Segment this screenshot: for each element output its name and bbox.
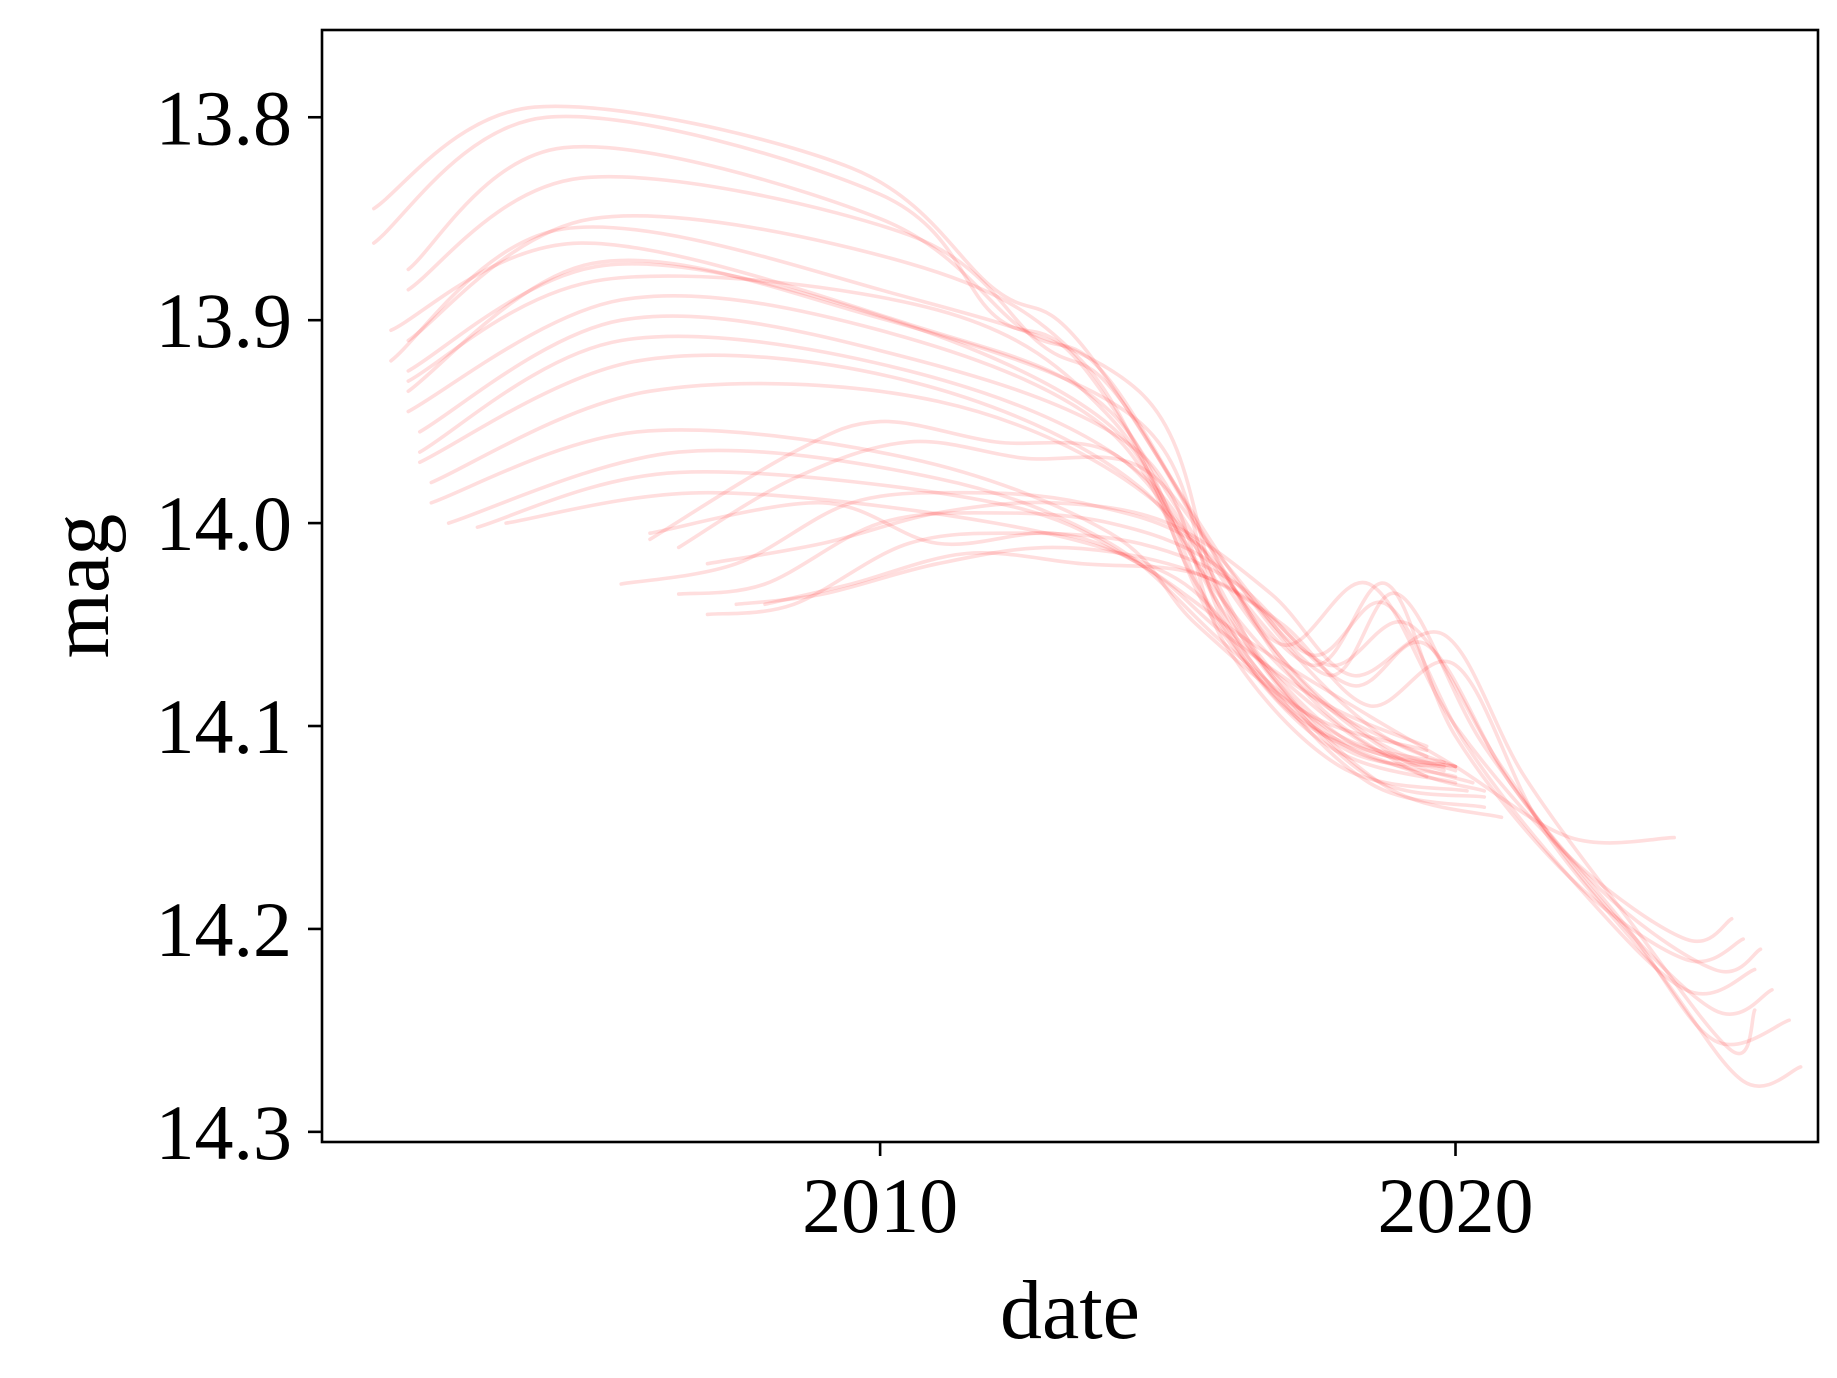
series-line-19	[406, 174, 1487, 793]
y-axis-label: mag	[34, 514, 127, 659]
y-tick-label-0: 13.8	[156, 74, 293, 161]
y-tick-label-2: 14.0	[156, 480, 293, 567]
series-line-10	[406, 274, 1458, 779]
series-line-16	[372, 104, 1458, 769]
x-axis-label: date	[1000, 1264, 1140, 1357]
x-tick-label-2010: 2010	[802, 1162, 958, 1249]
series-line-8	[418, 353, 1487, 809]
series-line-26	[734, 545, 1791, 1047]
series-line-14	[475, 470, 1429, 749]
series-line-24	[676, 511, 1757, 996]
series-line-1	[389, 241, 1446, 773]
series-line-22	[676, 439, 1763, 974]
series-line-6	[418, 314, 1469, 793]
series-line-13	[446, 448, 1446, 765]
series-line-25	[705, 531, 1774, 1016]
series-line-3	[406, 258, 1446, 769]
plot-frame	[320, 28, 1820, 1144]
y-tick-label-1: 13.9	[156, 277, 293, 364]
series-layer	[372, 104, 1803, 1088]
series-line-2	[406, 262, 1429, 779]
series-line-27	[763, 551, 1803, 1088]
series-line-7	[418, 334, 1487, 799]
series-line-9	[406, 214, 1429, 759]
series-line-12	[429, 428, 1429, 753]
series-line-11	[429, 381, 1504, 820]
y-tick-label-5: 14.3	[156, 1089, 293, 1176]
series-line-5	[406, 293, 1458, 785]
series-line-18	[406, 145, 1475, 785]
x-axis: 2010 2020	[802, 1142, 1534, 1249]
series-line-15	[504, 490, 1458, 769]
y-tick-label-3: 14.1	[156, 683, 293, 770]
series-line-4	[389, 225, 1458, 769]
series-line-23	[619, 490, 1734, 943]
y-tick-label-4: 14.2	[156, 886, 293, 973]
series-line-21	[648, 419, 1745, 964]
series-line-17	[372, 114, 1458, 773]
x-tick-label-2020: 2020	[1378, 1162, 1534, 1249]
y-axis: 13.8 13.9 14.0 14.1 14.2 14.3	[156, 74, 322, 1176]
series-line-28	[705, 500, 1757, 1056]
series-line-20	[648, 500, 1676, 845]
